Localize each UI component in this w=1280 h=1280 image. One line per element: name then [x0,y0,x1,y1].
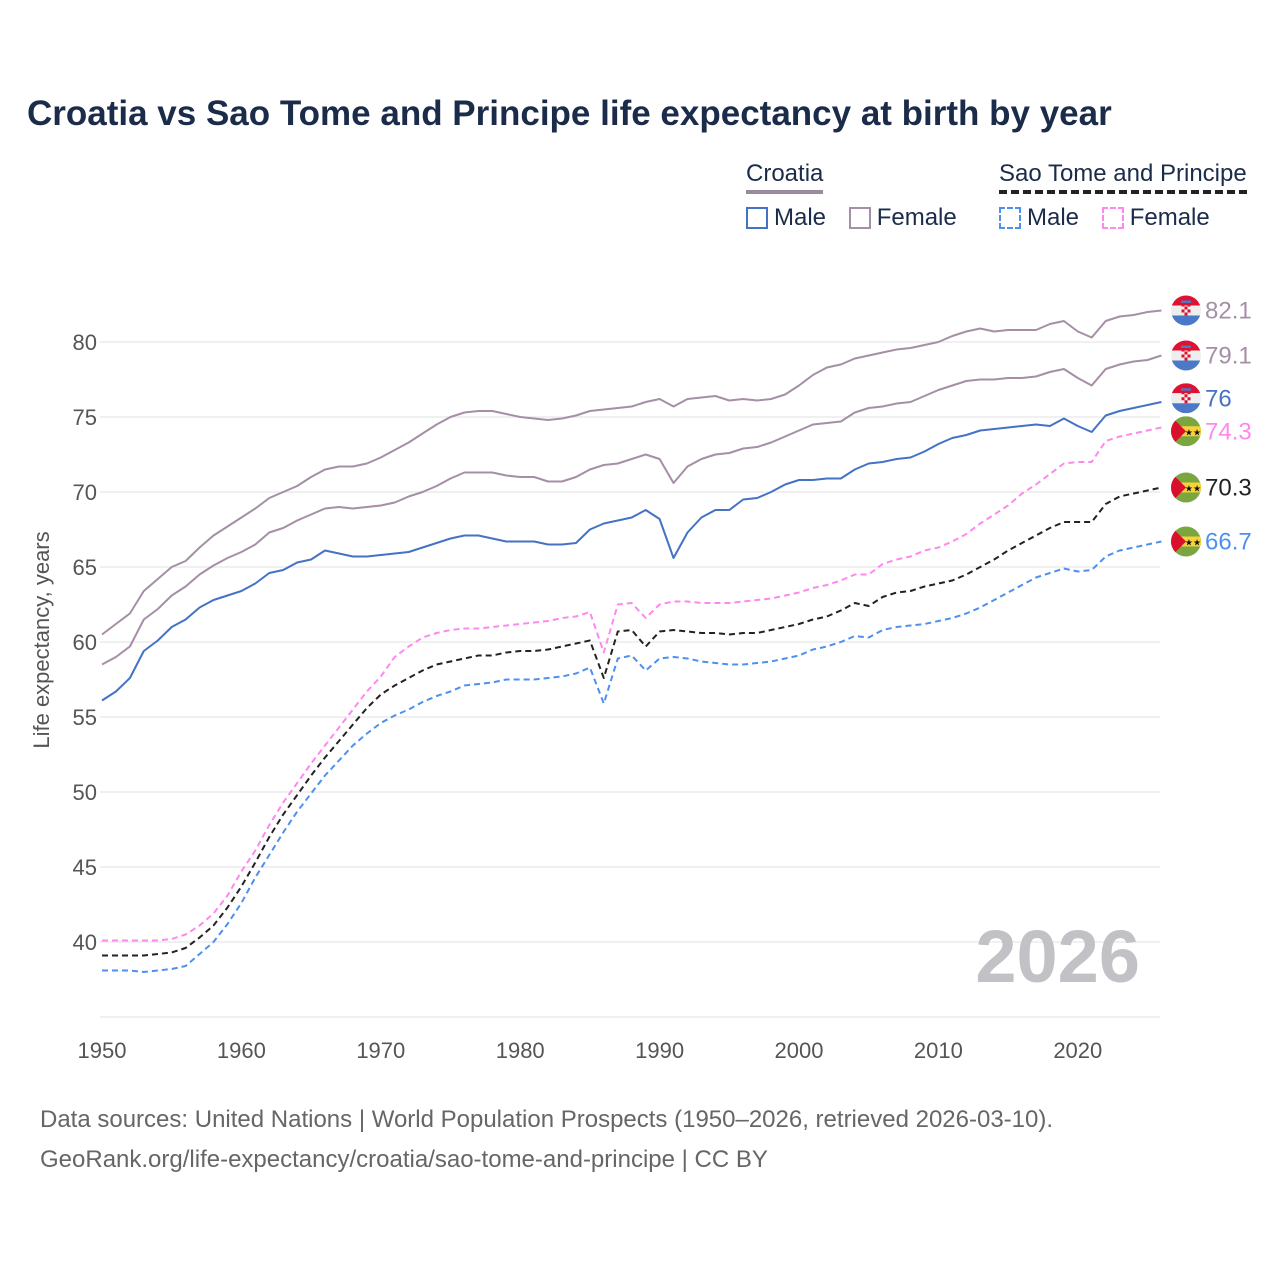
x-tick-label: 1960 [217,1038,266,1063]
sao-tome-flag-icon: ★★ [1171,526,1201,557]
x-tick-label: 1950 [78,1038,127,1063]
legend-swatch [848,207,871,229]
y-tick-label: 70 [73,480,97,505]
svg-text:★★: ★★ [1185,427,1201,437]
croatia-flag-icon [1171,383,1201,414]
footer-link[interactable]: GeoRank.org/life-expectancy/croatia/sao-… [40,1146,768,1173]
end-marker: ★★ 70.3 [1171,472,1252,503]
year-watermark: 2026 [975,915,1140,998]
y-tick-label: 55 [73,705,97,730]
legend-item-croatia-female[interactable]: Female [848,204,957,232]
y-tick-label: 75 [73,405,97,430]
chart-title: Croatia vs Sao Tome and Principe life ex… [27,94,1112,133]
end-marker: 82.1 [1171,295,1252,326]
legend-item-stp-female[interactable]: Female [1101,204,1210,232]
croatia-flag-icon [1171,295,1201,326]
end-value-label: 66.7 [1205,529,1252,556]
end-labels: 82.1 79.1 76 ★★ 74.3 ★★ 70.3 ★★ 66.7 [1171,295,1252,557]
x-axis-ticks: 1950 1960 1970 1980 1990 2000 2010 2020 [78,1038,1103,1063]
y-tick-label: 60 [73,630,97,655]
end-marker: ★★ 74.3 [1171,416,1252,447]
svg-text:★★: ★★ [1185,484,1201,494]
end-value-label: 82.1 [1205,298,1252,325]
legend-swatch [999,207,1021,229]
legend-item-croatia-male[interactable]: Male [746,204,826,232]
x-tick-label: 1990 [635,1038,684,1063]
sao-tome-flag-icon: ★★ [1171,416,1201,447]
x-tick-label: 1980 [496,1038,545,1063]
end-marker: ★★ 66.7 [1171,526,1252,557]
legend-label: Female [876,204,957,231]
end-marker: 79.1 [1171,340,1252,371]
y-tick-label: 65 [73,555,97,580]
sao-tome-flag-icon: ★★ [1171,472,1201,503]
croatia-flag-icon [1171,340,1201,371]
series-line-sao-tome-and-principe-male[interactable] [102,540,1162,973]
series-line-croatia-male[interactable] [101,401,1162,702]
x-tick-label: 2020 [1053,1038,1102,1063]
series-line-croatia-total[interactable] [101,354,1162,666]
legend-group-title: Sao Tome and Principe [999,160,1247,194]
legend-item-stp-male[interactable]: Male [999,204,1079,232]
legend-group-title: Croatia [746,160,824,194]
legend-swatch [746,207,768,229]
end-value-label: 79.1 [1205,343,1252,370]
footer-sources: Data sources: United Nations | World Pop… [40,1106,1054,1133]
legend-label: Male [1027,204,1080,231]
legend-group-croatia: Croatia Male Female [746,160,957,231]
x-tick-label: 2000 [775,1038,824,1063]
legend-label: Male [774,204,827,231]
legend-group-stp: Sao Tome and Principe Male Female [999,160,1247,231]
y-tick-label: 80 [73,330,97,355]
gridlines [100,341,1160,1018]
end-value-label: 70.3 [1205,475,1252,502]
legend-items: Male Female [999,204,1226,236]
series-line-croatia-female[interactable] [101,309,1162,636]
x-tick-label: 2010 [914,1038,963,1063]
y-axis-label: Life expectancy, years [29,531,54,749]
end-value-label: 76 [1205,385,1232,412]
x-tick-label: 1970 [356,1038,405,1063]
series-lines [101,309,1162,973]
legend-swatch [1101,207,1124,229]
legend-label: Female [1129,204,1210,231]
end-marker: 76 [1171,383,1232,414]
y-tick-label: 40 [73,930,97,955]
series-line-sao-tome-and-principe-total[interactable] [102,486,1162,957]
y-axis-ticks: 40 45 50 55 60 65 70 75 80 [73,330,97,955]
legend-items: Male Female [746,204,973,236]
svg-text:★★: ★★ [1185,538,1201,548]
end-value-label: 74.3 [1205,418,1252,445]
series-line-sao-tome-and-principe-female[interactable] [102,426,1162,942]
y-tick-label: 50 [73,780,97,805]
y-tick-label: 45 [73,855,97,880]
